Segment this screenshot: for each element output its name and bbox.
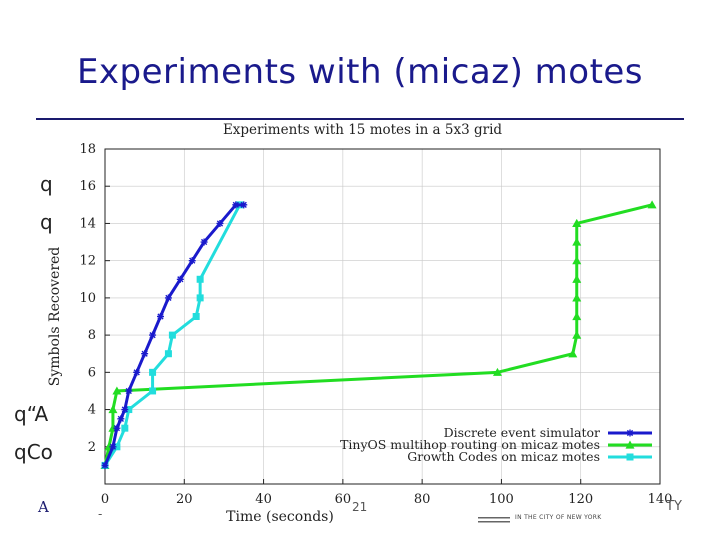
y-tick-label: 14	[79, 216, 96, 231]
data-point	[113, 424, 121, 432]
x-tick-label: 140	[648, 492, 673, 507]
footer-right-text: TY	[666, 499, 682, 514]
experiment-chart: 0 20 40 60 80 100 120 140 2 4 6 8 10 12 14 16 18 Experime…	[47, 122, 673, 523]
chart-title: Experiments with 15 motes in a 5x3 grid	[223, 122, 502, 138]
data-point	[109, 443, 117, 451]
x-axis-label: Time (seconds)	[226, 509, 334, 523]
data-point	[149, 387, 157, 395]
data-point	[216, 219, 224, 227]
data-point	[572, 330, 582, 339]
data-point	[196, 275, 204, 283]
data-point	[647, 200, 657, 209]
data-point	[121, 424, 129, 432]
x-tick-label: 40	[255, 492, 272, 507]
x-tick-label: 120	[568, 492, 593, 507]
data-point	[572, 237, 582, 246]
y-tick-label: 6	[88, 365, 96, 380]
legend-label: TinyOS multihop routing on micaz motes	[340, 437, 600, 452]
data-point	[108, 405, 118, 414]
footer-left-text: A	[38, 498, 49, 516]
slide-title: Experiments with (micaz) motes	[76, 52, 644, 92]
data-point	[572, 274, 582, 283]
data-point	[121, 406, 129, 414]
data-point	[149, 368, 157, 376]
data-point	[164, 294, 172, 302]
data-point	[232, 201, 240, 209]
bullet-3: q“A	[14, 402, 49, 426]
data-point	[626, 429, 634, 437]
y-tick-label: 16	[79, 179, 96, 194]
data-point	[125, 406, 133, 414]
data-point	[164, 350, 172, 358]
data-point	[572, 312, 582, 321]
data-point	[492, 367, 502, 376]
footer-dash: -	[98, 507, 103, 521]
x-tick-label: 20	[176, 492, 193, 507]
data-point	[568, 349, 578, 358]
x-tick-label: 0	[101, 492, 109, 507]
title-divider	[36, 118, 684, 120]
data-point	[200, 238, 208, 246]
data-point	[101, 461, 109, 469]
y-tick-label: 12	[79, 254, 96, 269]
data-point	[176, 275, 184, 283]
data-point	[112, 386, 122, 395]
bullet-4: qCo	[14, 440, 53, 464]
y-axis-label: Symbols Recovered	[47, 247, 63, 387]
legend-label: Growth Codes on micaz motes	[407, 449, 600, 464]
data-point	[572, 293, 582, 302]
y-tick-label: 2	[88, 440, 96, 455]
data-point	[572, 218, 582, 228]
legend-label: Discrete event simulator	[444, 425, 600, 440]
data-point	[133, 368, 141, 376]
data-point	[113, 443, 121, 451]
university-logo-mark	[478, 517, 510, 523]
data-point	[625, 440, 635, 449]
x-tick-label: 60	[335, 492, 352, 507]
x-tick-label: 80	[414, 492, 431, 507]
page-number: 21	[352, 500, 368, 514]
data-point	[125, 387, 133, 395]
data-point	[157, 313, 164, 320]
y-tick-label: 10	[79, 291, 96, 306]
bullet-1: q	[40, 172, 53, 196]
footer-university: IN THE CITY OF NEW YORK	[515, 514, 602, 521]
data-point	[572, 256, 582, 265]
data-point	[240, 201, 248, 209]
y-tick-label: 8	[88, 328, 96, 343]
data-point	[117, 415, 125, 423]
data-point	[196, 294, 204, 302]
data-point	[141, 350, 149, 358]
data-point	[149, 331, 157, 339]
y-tick-label: 4	[88, 403, 96, 418]
data-point	[192, 313, 200, 320]
data-point	[188, 257, 196, 265]
bullet-2: q	[40, 210, 53, 234]
data-point	[626, 453, 634, 461]
data-point	[168, 331, 176, 339]
y-tick-label: 18	[79, 142, 96, 157]
plot-frame	[104, 148, 661, 485]
x-tick-label: 100	[489, 492, 514, 507]
